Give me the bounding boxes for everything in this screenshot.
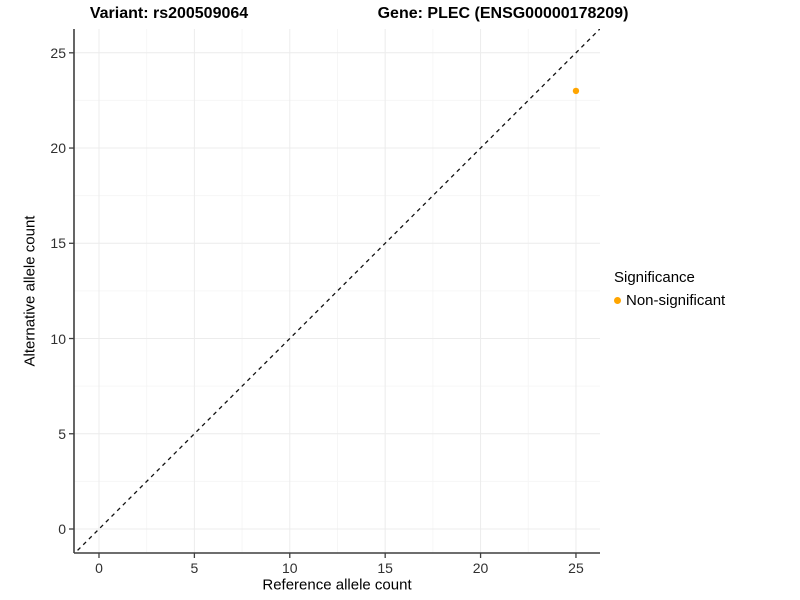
y-tick-label: 15 — [50, 235, 66, 252]
legend-key-dot — [614, 297, 621, 304]
x-tick-label: 15 — [377, 560, 393, 576]
legend-item-non-significant: Non-significant — [614, 292, 725, 309]
x-axis-label: Reference allele count — [262, 576, 412, 594]
legend: Significance Non-significant — [614, 269, 725, 309]
x-tick-label: 5 — [190, 560, 199, 576]
y-tick-label: 10 — [50, 330, 66, 347]
y-tick-label: 5 — [58, 425, 66, 442]
legend-title: Significance — [614, 269, 695, 286]
plot-title-variant: Variant: rs200509064 — [89, 5, 249, 22]
x-tick-label: 10 — [281, 560, 298, 576]
x-tick-label: 20 — [472, 560, 489, 576]
y-tick-label: 20 — [50, 140, 66, 157]
data-point — [572, 87, 580, 95]
x-tick-label: 25 — [568, 560, 584, 576]
y-tick-label: 25 — [50, 44, 66, 61]
legend-item-label: Non-significant — [626, 292, 726, 309]
y-axis-label: Alternative allele count — [21, 215, 39, 367]
y-tick-label: 0 — [58, 521, 66, 537]
identity-reference-line — [74, 29, 600, 553]
plot-title-gene: Gene: PLEC (ENSG00000178209) — [377, 5, 629, 22]
x-tick-label: 0 — [95, 560, 103, 576]
